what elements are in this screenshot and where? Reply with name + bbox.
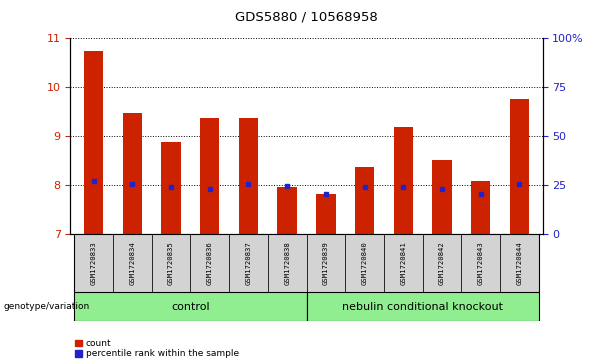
Text: nebulin conditional knockout: nebulin conditional knockout [342, 302, 503, 312]
Bar [471, 181, 490, 234]
Legend: count, percentile rank within the sample: count, percentile rank within the sample [75, 339, 239, 359]
Bar [500, 234, 539, 292]
Bar [229, 234, 268, 292]
Text: GSM1720843: GSM1720843 [478, 241, 484, 285]
Text: GSM1720837: GSM1720837 [245, 241, 251, 285]
Bar [191, 234, 229, 292]
Bar [422, 234, 461, 292]
Bar [268, 234, 306, 292]
Bar [113, 234, 152, 292]
Bar [394, 127, 413, 234]
Bar [306, 234, 345, 292]
Bar [74, 234, 113, 292]
Bar [355, 167, 374, 234]
Bar [239, 118, 258, 234]
Text: GDS5880 / 10568958: GDS5880 / 10568958 [235, 11, 378, 24]
Text: GSM1720841: GSM1720841 [400, 241, 406, 285]
Bar [152, 234, 191, 292]
Bar [432, 160, 452, 234]
Text: GSM1720842: GSM1720842 [439, 241, 445, 285]
Text: GSM1720834: GSM1720834 [129, 241, 135, 285]
Bar [161, 142, 181, 234]
Bar [384, 234, 422, 292]
Bar [461, 234, 500, 292]
Bar [123, 113, 142, 234]
Text: GSM1720840: GSM1720840 [362, 241, 368, 285]
Text: GSM1720835: GSM1720835 [168, 241, 174, 285]
Bar [200, 118, 219, 234]
Text: genotype/variation: genotype/variation [3, 302, 89, 311]
Bar [509, 99, 529, 234]
Text: GSM1720839: GSM1720839 [323, 241, 329, 285]
Bar [306, 292, 539, 321]
Bar [84, 51, 104, 234]
Text: GSM1720844: GSM1720844 [516, 241, 522, 285]
Text: control: control [171, 302, 210, 312]
Bar [316, 194, 335, 234]
Text: GSM1720838: GSM1720838 [284, 241, 290, 285]
Bar [278, 187, 297, 234]
Bar [74, 292, 306, 321]
Text: GSM1720833: GSM1720833 [91, 241, 97, 285]
Text: GSM1720836: GSM1720836 [207, 241, 213, 285]
Bar [345, 234, 384, 292]
